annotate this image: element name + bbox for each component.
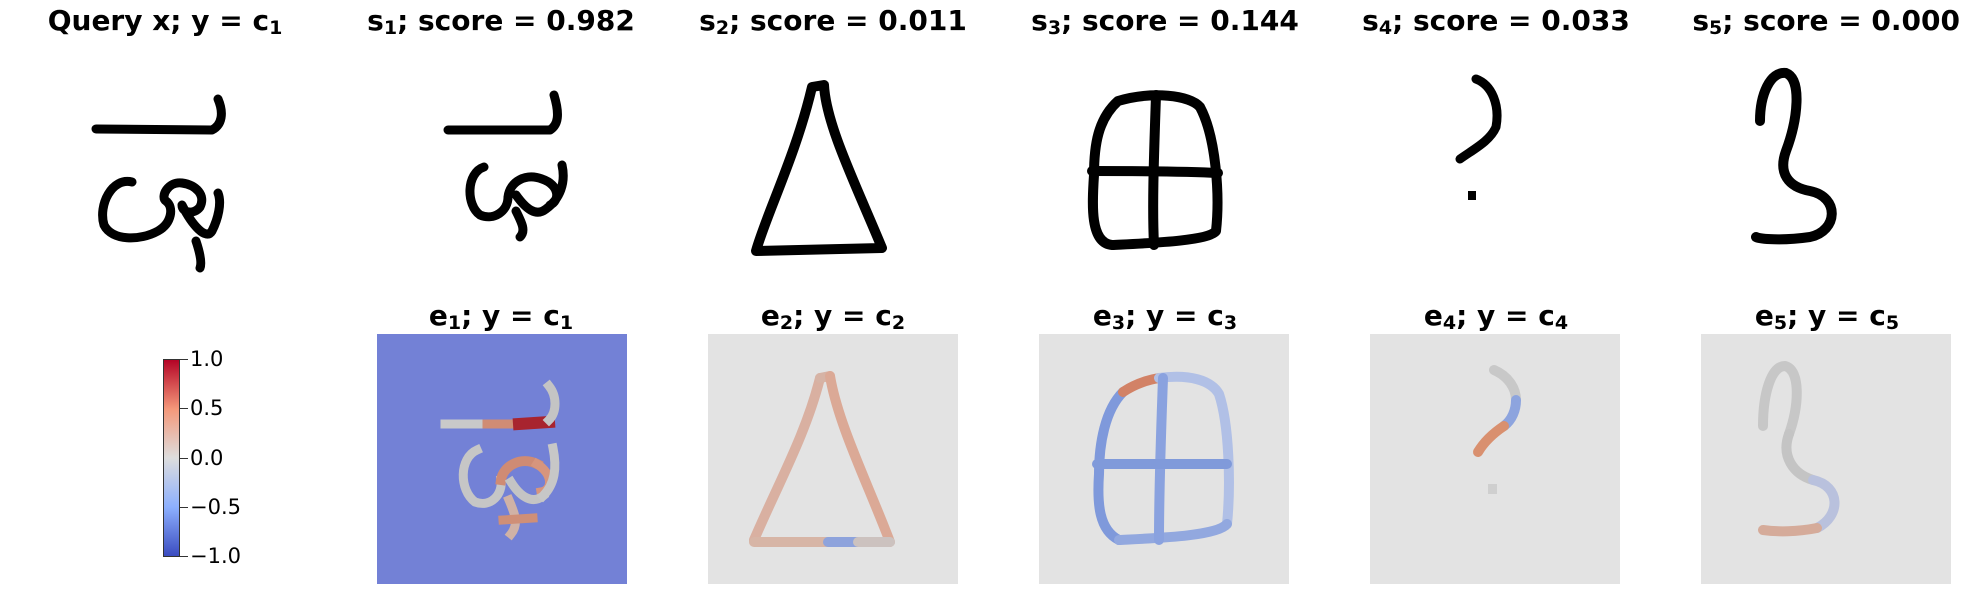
support-2-title: s2; score = 0.011	[699, 4, 967, 39]
colorbar-tick-label: −1.0	[190, 544, 241, 568]
support-4-title: s4; score = 0.033	[1362, 4, 1630, 39]
colorbar-tick	[180, 458, 188, 459]
support-1-title: s1; score = 0.982	[367, 4, 635, 39]
colorbar-tick	[180, 556, 188, 557]
colorbar	[163, 359, 180, 557]
explanation-1-title: e1; y = c1	[428, 299, 574, 334]
support-2-image	[706, 55, 956, 305]
support-3-image	[1032, 55, 1282, 305]
explanation-5-heatmap	[1701, 334, 1951, 584]
explanation-2-heatmap	[708, 334, 958, 584]
support-3-title: s3; score = 0.144	[1031, 4, 1299, 39]
explanation-4-title: e4; y = c4	[1423, 299, 1569, 334]
support-5-image	[1690, 55, 1940, 305]
colorbar-tick	[180, 507, 188, 508]
query-image	[62, 55, 312, 305]
support-5-title: s5; score = 0.000	[1692, 4, 1960, 39]
support-1-image	[400, 55, 650, 305]
explanation-3-title: e3; y = c3	[1092, 299, 1238, 334]
colorbar-tick	[180, 408, 188, 409]
colorbar-tick-label: 0.0	[190, 446, 224, 470]
support-4-image	[1350, 55, 1600, 305]
query-title: Query x; y = c1	[47, 4, 283, 39]
explanation-4-heatmap	[1370, 334, 1620, 584]
colorbar-tick-label: −0.5	[190, 495, 241, 519]
explanation-5-title: e5; y = c5	[1754, 299, 1900, 334]
colorbar-tick-label: 1.0	[190, 347, 224, 371]
explanation-1-heatmap	[377, 334, 627, 584]
explanation-3-heatmap	[1039, 334, 1289, 584]
explanation-2-title: e2; y = c2	[760, 299, 906, 334]
colorbar-tick	[180, 359, 188, 360]
colorbar-tick-label: 0.5	[190, 396, 224, 420]
